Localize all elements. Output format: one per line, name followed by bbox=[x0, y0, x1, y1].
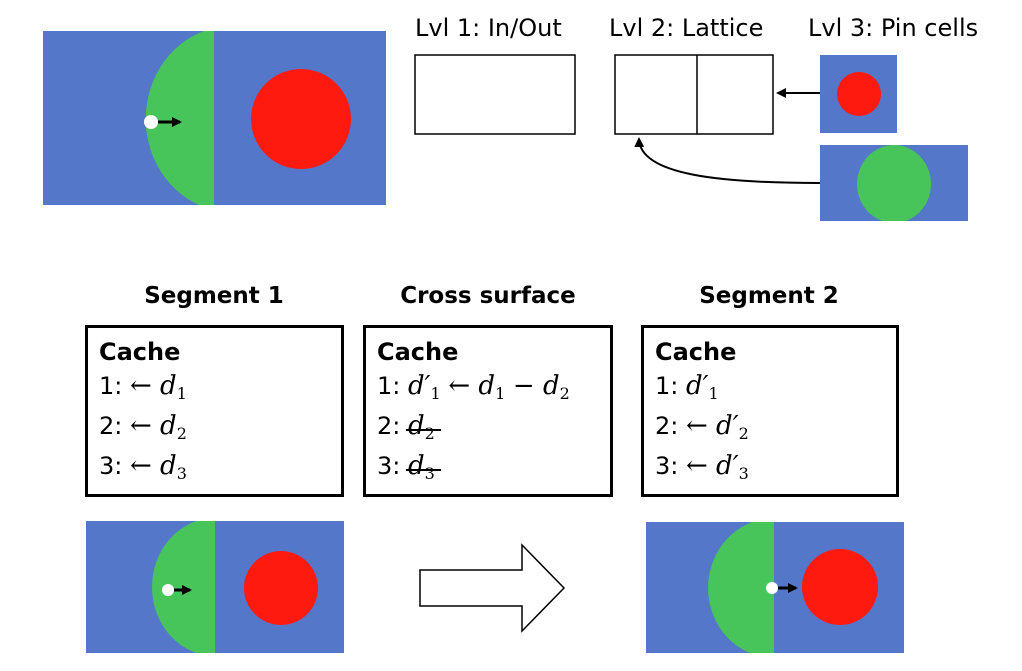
cache-line-1: 1: d′1 bbox=[655, 371, 719, 403]
particle-dot bbox=[162, 584, 174, 596]
pin-cell-green bbox=[820, 145, 968, 221]
cache-title: Cache bbox=[99, 338, 181, 366]
segment1-cache-box: Cache 1: ← d1 2: ← d2 3: ← d3 bbox=[85, 325, 344, 497]
cache-line-1: 1: d′1 ← d1 − d2 bbox=[377, 371, 570, 403]
pin-cell-red bbox=[820, 55, 897, 133]
cross-surface-heading: Cross surface bbox=[400, 283, 576, 309]
segment2-heading: Segment 2 bbox=[699, 283, 839, 309]
level2-label: Lvl 2: Lattice bbox=[609, 14, 764, 42]
cache-line-3: 3: ← d′3 bbox=[655, 451, 749, 483]
cache-line-2: 2: ← d′2 bbox=[655, 411, 749, 443]
cache-line-2: 2: ← d2 bbox=[99, 411, 187, 443]
geometry-segment-1 bbox=[86, 521, 344, 653]
red-pin bbox=[251, 69, 351, 169]
level1-box bbox=[414, 54, 576, 135]
level1-label: Lvl 1: In/Out bbox=[415, 14, 562, 42]
cache-line-3-struck: 3: d3 bbox=[377, 451, 441, 483]
particle-dot bbox=[766, 582, 778, 594]
level2-lattice bbox=[614, 54, 774, 135]
geometry-top-left bbox=[43, 31, 386, 205]
cache-line-3: 3: ← d3 bbox=[99, 451, 187, 483]
cache-line-2-struck: 2: d2 bbox=[377, 411, 441, 443]
cross-surface-cache-box: Cache 1: d′1 ← d1 − d2 2: d2 3: d3 bbox=[363, 325, 613, 497]
level3-label: Lvl 3: Pin cells bbox=[808, 14, 979, 42]
hollow-arrow-right-icon bbox=[419, 543, 566, 633]
segment2-cache-box: Cache 1: d′1 2: ← d′2 3: ← d′3 bbox=[641, 325, 899, 497]
geometry-segment-2 bbox=[646, 522, 904, 653]
cache-line-1: 1: ← d1 bbox=[99, 371, 187, 403]
segment1-heading: Segment 1 bbox=[144, 283, 284, 309]
cache-title: Cache bbox=[377, 338, 459, 366]
particle-dot bbox=[144, 115, 158, 129]
connector-arrow-pin-green bbox=[634, 137, 821, 184]
cache-title: Cache bbox=[655, 338, 737, 366]
